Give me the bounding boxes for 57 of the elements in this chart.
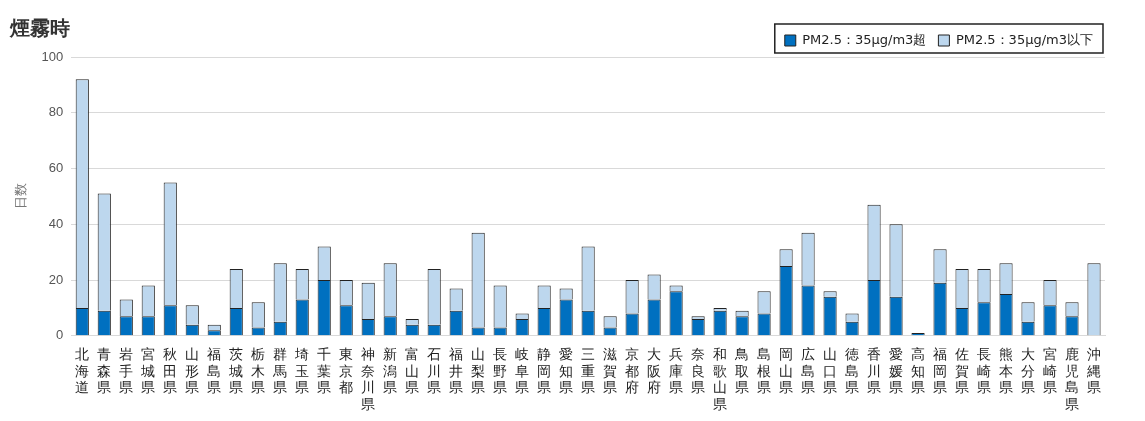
x-tick-label: 福井県 <box>449 345 464 396</box>
x-tick-label: 佐賀県 <box>955 345 970 396</box>
x-tick-label: 徳島県 <box>845 345 860 396</box>
x-tick-label: 島根県 <box>757 345 772 396</box>
x-tick-label: 栃木県 <box>251 345 266 396</box>
x-tick-label: 山形県 <box>185 345 200 396</box>
x-tick-label: 秋田県 <box>163 345 178 396</box>
x-tick-label: 和歌山県 <box>713 345 728 413</box>
x-tick-label: 鹿児島県 <box>1065 345 1080 413</box>
x-tick-label: 石川県 <box>427 345 442 396</box>
x-tick-label: 福岡県 <box>933 345 948 396</box>
x-tick-label: 大分県 <box>1021 345 1036 396</box>
x-tick-label: 高知県 <box>911 345 926 396</box>
x-tick-label: 岐阜県 <box>515 345 530 396</box>
x-tick-label: 茨城県 <box>228 345 244 396</box>
y-tick-label: 20 <box>48 271 64 287</box>
x-tick-label: 広島県 <box>801 345 816 396</box>
legend-label: PM2.5：35μg/m3以下 <box>955 31 1093 47</box>
x-tick-label: 神奈川県 <box>361 345 376 413</box>
x-tick-label: 東京都 <box>339 345 354 396</box>
y-tick-label: 60 <box>48 160 64 176</box>
x-tick-label: 熊本県 <box>999 345 1014 396</box>
x-tick-label: 北海道 <box>75 345 90 396</box>
chart-title: 煙霧時 <box>9 16 70 41</box>
x-tick-label: 愛知県 <box>559 345 574 396</box>
x-tick-label: 兵庫県 <box>669 345 684 396</box>
x-tick-label: 奈良県 <box>691 345 706 396</box>
y-tick-label: 0 <box>56 327 64 343</box>
x-tick-label: 長野県 <box>493 345 508 396</box>
x-tick-label: 岩手県 <box>119 345 134 396</box>
y-tick-label: 40 <box>48 215 64 231</box>
y-tick-label: 80 <box>48 104 64 120</box>
x-tick-label: 愛媛県 <box>889 345 904 396</box>
x-tick-label: 青森県 <box>97 345 112 396</box>
x-tick-label: 長崎県 <box>977 345 992 396</box>
x-tick-label: 宮城県 <box>140 345 156 396</box>
legend-label: PM2.5：35μg/m3超 <box>802 31 927 47</box>
x-tick-label: 山口県 <box>823 345 838 396</box>
x-tick-label: 大阪府 <box>647 345 662 396</box>
x-tick-label: 新潟県 <box>383 345 398 396</box>
x-tick-label: 三重県 <box>581 345 596 396</box>
y-tick-label: 100 <box>41 48 64 64</box>
x-tick-label: 福島県 <box>207 345 222 396</box>
x-tick-label: 山梨県 <box>471 345 486 396</box>
x-tick-label: 沖縄県 <box>1086 345 1101 396</box>
y-axis-title: 日数 <box>13 183 29 210</box>
x-tick-label: 群馬県 <box>272 345 288 396</box>
x-tick-label: 京都府 <box>625 345 640 396</box>
x-tick-label: 静岡県 <box>537 345 552 396</box>
x-tick-label: 滋賀県 <box>603 345 618 396</box>
x-tick-label: 埼玉県 <box>294 345 310 396</box>
x-tick-label: 富山県 <box>405 345 420 396</box>
x-tick-label: 岡山県 <box>779 345 794 396</box>
x-tick-label: 宮崎県 <box>1043 345 1058 396</box>
x-tick-label: 鳥取県 <box>734 345 750 396</box>
x-tick-label: 千葉県 <box>317 345 332 396</box>
x-tick-label: 香川県 <box>867 345 882 396</box>
